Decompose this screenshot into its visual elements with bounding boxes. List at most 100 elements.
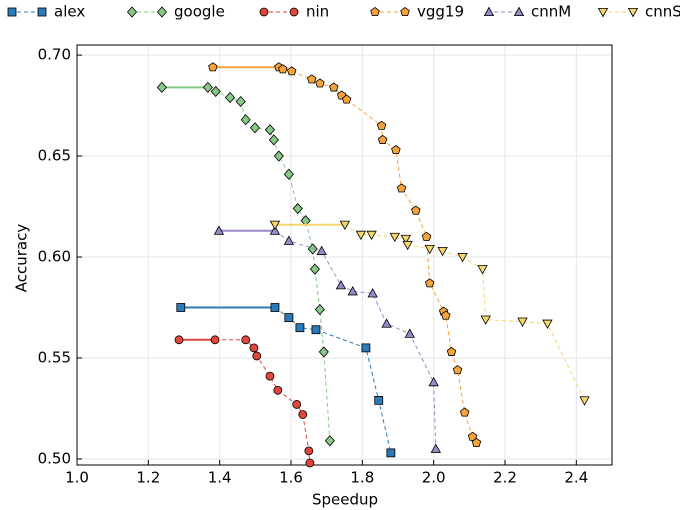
marker	[265, 371, 275, 381]
marker	[480, 315, 491, 325]
marker	[318, 346, 329, 358]
marker	[374, 395, 384, 405]
marker	[283, 168, 294, 180]
marker	[249, 122, 261, 134]
marker	[278, 64, 288, 74]
marker	[311, 325, 321, 335]
marker	[292, 202, 303, 215]
legend-label: cnnS	[645, 3, 680, 21]
marker	[329, 82, 339, 92]
marker	[304, 446, 314, 456]
marker	[292, 400, 302, 409]
legend-label: nin	[306, 3, 329, 21]
marker	[459, 407, 470, 417]
marker	[268, 134, 279, 146]
series-line	[274, 307, 392, 453]
x-tick-label: 1.0	[65, 469, 89, 487]
marker	[283, 235, 295, 245]
marker	[402, 240, 413, 251]
marker	[446, 346, 457, 356]
legend-marker	[370, 7, 380, 17]
marker	[467, 431, 478, 441]
legend-marker	[400, 7, 410, 17]
legend-label: vgg19	[417, 3, 464, 21]
marker	[273, 150, 284, 162]
marker	[316, 245, 327, 255]
marker	[202, 81, 213, 94]
marker	[315, 78, 325, 88]
marker	[339, 220, 351, 231]
marker	[391, 145, 401, 155]
marker	[381, 318, 392, 328]
marker	[176, 303, 186, 312]
marker	[309, 263, 320, 275]
marker	[477, 265, 488, 275]
marker	[421, 231, 432, 241]
legend-marker	[289, 7, 299, 17]
marker	[314, 303, 325, 316]
y-tick-label: 0.60	[38, 248, 71, 266]
marker	[441, 310, 451, 320]
marker	[335, 279, 347, 290]
x-tick-label: 1.4	[208, 469, 232, 487]
series-line	[278, 66, 477, 444]
marker	[286, 66, 297, 76]
marker	[471, 437, 482, 447]
marker	[376, 120, 387, 130]
marker	[377, 134, 388, 144]
x-tick-label: 1.2	[136, 469, 160, 487]
plot-frame	[76, 44, 613, 466]
marker	[579, 396, 590, 406]
legend-marker	[156, 6, 168, 18]
marker	[400, 234, 412, 245]
marker	[341, 94, 352, 104]
marker	[241, 335, 251, 345]
marker	[213, 225, 225, 235]
marker	[430, 443, 441, 453]
marker	[295, 323, 305, 333]
series-line	[344, 224, 585, 401]
marker	[270, 303, 280, 312]
y-tick-label: 0.65	[38, 147, 71, 165]
marker	[269, 220, 281, 231]
legend-marker	[37, 7, 47, 17]
series-line	[274, 230, 437, 449]
marker	[306, 74, 317, 84]
marker	[249, 343, 259, 353]
marker	[252, 351, 262, 361]
legend-label: google	[174, 3, 225, 21]
marker	[235, 95, 246, 108]
marker	[210, 85, 221, 98]
marker	[389, 232, 400, 243]
y-tick-label: 0.70	[38, 46, 71, 64]
marker	[424, 278, 435, 288]
legend-label: cnnM	[531, 3, 571, 21]
marker	[210, 335, 220, 345]
marker	[542, 319, 553, 329]
y-tick-label: 0.55	[38, 348, 71, 366]
marker	[424, 244, 435, 255]
marker	[305, 458, 315, 468]
marker	[367, 288, 378, 298]
legend-marker	[7, 7, 17, 17]
marker	[307, 243, 318, 255]
marker	[452, 365, 463, 375]
marker	[355, 230, 367, 241]
marker	[208, 62, 218, 72]
marker	[174, 335, 184, 345]
x-tick-label: 2.2	[493, 469, 517, 487]
marker	[396, 183, 407, 193]
marker	[411, 205, 421, 215]
marker	[264, 124, 275, 136]
legend-marker	[627, 7, 639, 18]
x-tick-label: 2.0	[422, 469, 446, 487]
marker	[347, 286, 358, 296]
legend-marker	[259, 7, 269, 17]
marker	[437, 246, 448, 257]
legend-marker	[597, 7, 609, 18]
x-tick-label: 2.4	[564, 469, 588, 487]
marker	[156, 81, 167, 94]
marker	[386, 448, 396, 458]
marker	[324, 435, 335, 447]
